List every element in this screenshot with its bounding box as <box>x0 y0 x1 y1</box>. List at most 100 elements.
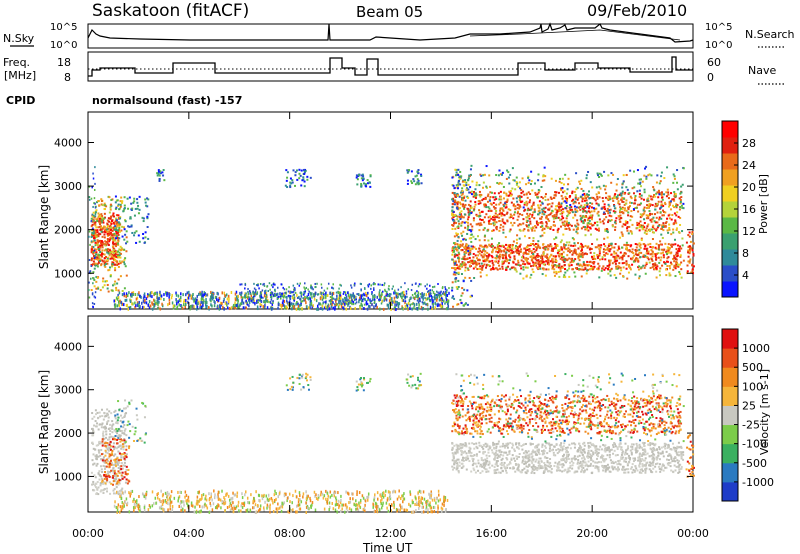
range-gate-cell <box>574 249 577 252</box>
range-gate-cell <box>321 304 324 308</box>
range-gate-cell <box>545 214 548 217</box>
range-gate-cell <box>540 215 543 218</box>
range-gate-cell <box>464 203 467 206</box>
range-gate-cell <box>91 245 94 248</box>
range-gate-cell <box>588 264 591 267</box>
range-gate-cell <box>125 236 128 239</box>
range-gate-cell <box>114 208 117 211</box>
range-gate-cell <box>106 421 109 424</box>
range-gate-cell <box>92 453 95 456</box>
range-gate-cell <box>403 293 406 297</box>
range-gate-cell <box>467 188 470 191</box>
range-gate-cell <box>93 295 96 298</box>
range-gate-cell <box>588 222 591 225</box>
range-gate-cell <box>93 231 95 234</box>
range-gate-cell <box>557 216 560 219</box>
range-gate-cell <box>365 183 368 186</box>
range-gate-cell <box>257 283 259 286</box>
range-gate-cell <box>302 297 304 300</box>
range-gate-cell <box>583 218 586 221</box>
range-gate-cell <box>648 194 651 197</box>
range-gate-cell <box>586 195 589 198</box>
range-gate-cell <box>110 204 113 207</box>
range-gate-cell <box>461 287 464 290</box>
range-gate-cell <box>675 222 678 225</box>
range-gate-cell <box>369 298 371 302</box>
range-gate-cell <box>619 251 622 254</box>
range-gate-cell <box>500 182 503 185</box>
range-gate-cell <box>156 172 159 175</box>
range-gate-cell <box>439 303 442 307</box>
range-gate-cell <box>597 262 600 265</box>
range-gate-cell <box>465 250 468 253</box>
range-gate-cell <box>240 291 243 295</box>
range-gate-cell <box>595 186 598 189</box>
range-gate-cell <box>326 293 329 297</box>
range-gate-cell <box>110 255 113 258</box>
range-gate-cell <box>97 244 100 247</box>
range-gate-cell <box>149 304 152 308</box>
range-gate-cell <box>293 296 296 299</box>
range-gate-cell <box>529 276 532 279</box>
range-gate-cell <box>616 267 619 270</box>
range-gate-cell <box>113 259 116 262</box>
range-gate-cell <box>122 456 125 459</box>
range-gate-cell <box>464 258 467 261</box>
range-gate-cell <box>173 304 176 308</box>
range-gate-cell <box>311 295 313 299</box>
range-gate-cell <box>669 267 672 270</box>
range-gate-cell <box>564 200 567 203</box>
range-gate-cell <box>590 267 593 270</box>
range-gate-cell <box>508 190 511 193</box>
range-gate-cell <box>515 249 518 252</box>
range-gate-cell <box>503 250 506 253</box>
range-gate-cell <box>590 196 593 199</box>
range-gate-cell <box>310 300 313 303</box>
range-gate-cell <box>638 277 641 280</box>
range-gate-cell <box>667 231 670 234</box>
range-gate-cell <box>425 297 427 301</box>
range-gate-cell <box>639 181 642 184</box>
range-gate-cell <box>320 306 322 310</box>
range-gate-cell <box>247 287 249 290</box>
range-gate-cell <box>303 171 306 174</box>
range-gate-cell <box>480 244 483 247</box>
range-gate-cell <box>391 287 394 290</box>
range-gate-cell <box>463 184 466 187</box>
range-gate-cell <box>675 214 678 217</box>
range-gate-cell <box>648 173 651 176</box>
range-gate-cell <box>454 214 457 217</box>
range-gate-cell <box>91 213 94 216</box>
range-gate-cell <box>93 236 96 239</box>
range-gate-cell <box>224 301 227 305</box>
range-gate-cell <box>321 307 324 311</box>
range-gate-cell <box>411 307 413 311</box>
range-gate-cell <box>675 260 678 263</box>
range-gate-cell <box>306 178 309 181</box>
range-gate-cell <box>551 247 554 250</box>
range-gate-cell <box>517 224 520 227</box>
range-gate-cell <box>521 177 524 180</box>
range-gate-cell <box>602 251 605 254</box>
range-gate-cell <box>243 296 245 299</box>
range-gate-cell <box>591 266 594 269</box>
range-gate-cell <box>328 299 331 302</box>
range-gate-cell <box>338 287 340 290</box>
range-gate-cell <box>459 218 462 221</box>
range-gate-cell <box>464 303 467 306</box>
range-gate-cell <box>609 270 612 273</box>
range-gate-cell <box>199 306 201 310</box>
range-gate-cell <box>127 207 130 210</box>
range-gate-cell <box>142 217 145 220</box>
range-gate-cell <box>504 247 507 250</box>
range-gate-cell <box>119 205 122 208</box>
range-gate-cell <box>98 232 101 235</box>
range-gate-cell <box>92 211 95 214</box>
range-gate-cell <box>510 190 513 193</box>
range-gate-cell <box>515 181 518 184</box>
range-gate-cell <box>564 276 567 279</box>
range-gate-cell <box>117 262 120 265</box>
range-gate-cell <box>635 257 638 260</box>
range-gate-cell <box>244 287 246 290</box>
range-gate-cell <box>117 289 120 292</box>
